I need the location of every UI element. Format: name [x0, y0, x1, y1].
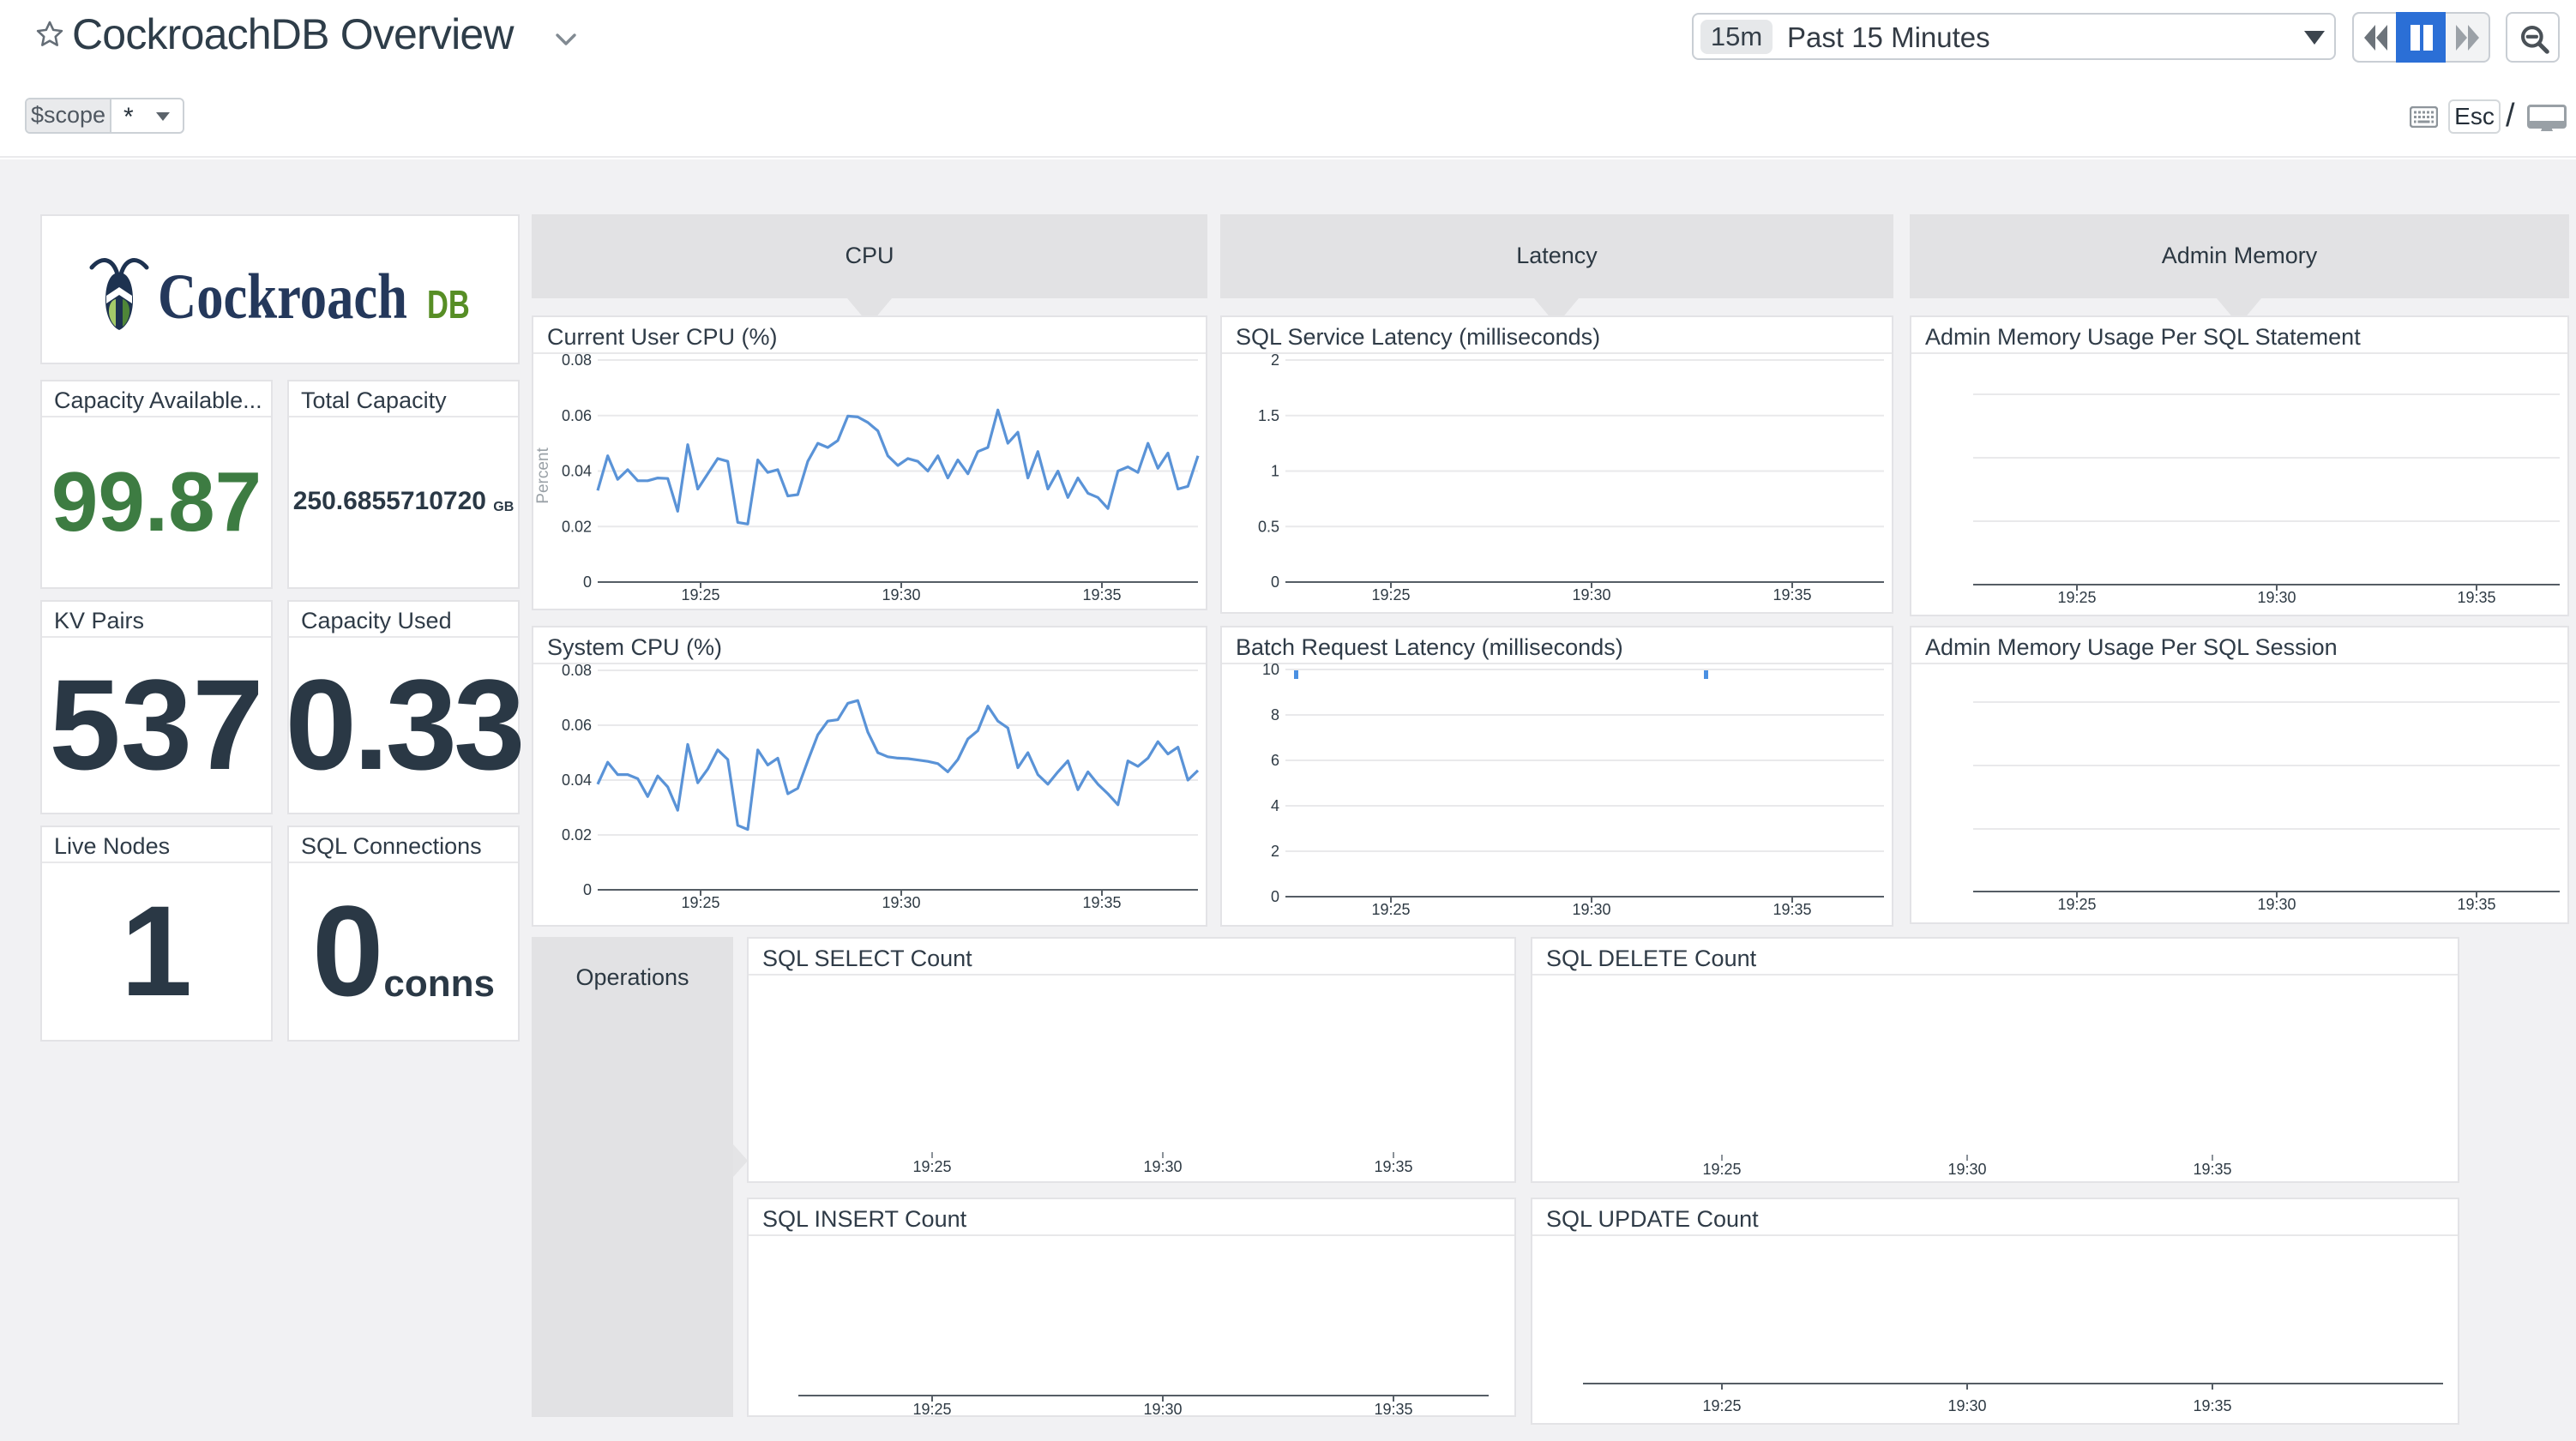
svg-text:0.02: 0.02 — [562, 518, 592, 535]
svg-text:19:25: 19:25 — [1371, 586, 1410, 603]
svg-text:Cockroach: Cockroach — [158, 261, 407, 333]
svg-text:DB: DB — [427, 282, 470, 327]
svg-text:19:25: 19:25 — [1702, 1161, 1741, 1178]
svg-text:19:30: 19:30 — [1143, 1158, 1182, 1175]
svg-text:1.5: 1.5 — [1258, 407, 1279, 424]
svg-text:0.06: 0.06 — [562, 407, 592, 424]
svg-text:19:30: 19:30 — [1143, 1401, 1182, 1415]
svg-text:19:35: 19:35 — [2193, 1161, 2231, 1178]
svg-text:19:25: 19:25 — [681, 894, 719, 911]
svg-text:6: 6 — [1271, 752, 1279, 769]
svg-text:2: 2 — [1271, 843, 1279, 860]
svg-text:19:25: 19:25 — [1371, 901, 1410, 918]
svg-text:19:30: 19:30 — [882, 586, 920, 603]
svg-text:19:30: 19:30 — [2257, 589, 2296, 606]
svg-text:0: 0 — [583, 573, 592, 591]
svg-text:19:35: 19:35 — [2457, 896, 2495, 913]
svg-text:8: 8 — [1271, 706, 1279, 724]
svg-text:19:30: 19:30 — [882, 894, 920, 911]
svg-text:19:25: 19:25 — [912, 1401, 951, 1415]
svg-text:2: 2 — [1271, 351, 1279, 369]
svg-text:0.5: 0.5 — [1258, 518, 1279, 535]
svg-text:19:35: 19:35 — [2193, 1397, 2231, 1414]
svg-text:0.04: 0.04 — [562, 463, 592, 480]
svg-text:0.08: 0.08 — [562, 662, 592, 679]
svg-text:1: 1 — [1271, 463, 1279, 480]
svg-text:0: 0 — [583, 881, 592, 898]
svg-text:0.06: 0.06 — [562, 717, 592, 734]
svg-text:19:25: 19:25 — [1702, 1397, 1741, 1414]
svg-text:19:30: 19:30 — [1947, 1397, 1986, 1414]
svg-text:0.04: 0.04 — [562, 772, 592, 789]
svg-text:19:25: 19:25 — [2057, 896, 2096, 913]
svg-text:19:30: 19:30 — [2257, 896, 2296, 913]
svg-text:0.08: 0.08 — [562, 351, 592, 369]
svg-text:19:25: 19:25 — [681, 586, 719, 603]
svg-text:19:30: 19:30 — [1572, 586, 1610, 603]
svg-text:19:35: 19:35 — [1773, 901, 1811, 918]
svg-text:19:25: 19:25 — [2057, 589, 2096, 606]
svg-text:19:30: 19:30 — [1947, 1161, 1986, 1178]
svg-text:19:35: 19:35 — [1082, 894, 1121, 911]
svg-text:19:35: 19:35 — [1082, 586, 1121, 603]
svg-text:0: 0 — [1271, 573, 1279, 591]
svg-text:Percent: Percent — [534, 447, 552, 504]
svg-text:0: 0 — [1271, 888, 1279, 905]
svg-text:0.02: 0.02 — [562, 826, 592, 844]
svg-text:19:35: 19:35 — [2457, 589, 2495, 606]
svg-text:19:35: 19:35 — [1773, 586, 1811, 603]
svg-text:19:35: 19:35 — [1374, 1401, 1412, 1415]
svg-text:10: 10 — [1262, 661, 1279, 678]
svg-text:19:30: 19:30 — [1572, 901, 1610, 918]
svg-text:19:25: 19:25 — [912, 1158, 951, 1175]
svg-text:4: 4 — [1271, 797, 1279, 814]
svg-text:19:35: 19:35 — [1374, 1158, 1412, 1175]
